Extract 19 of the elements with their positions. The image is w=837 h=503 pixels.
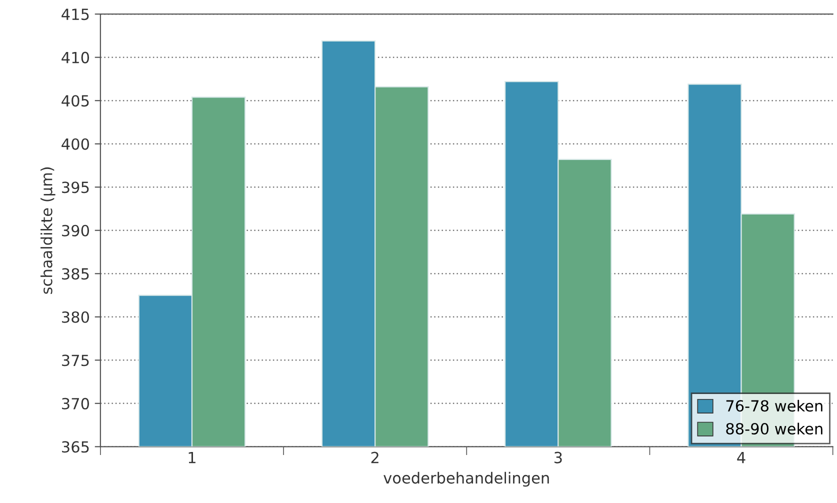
y-tick-label: 405 [62, 95, 89, 107]
y-axis-title: schaaldikte (µm) [40, 167, 56, 294]
x-tick-label: 3 [554, 452, 562, 464]
y-tick-label: 380 [62, 311, 90, 323]
legend-label: 88-90 weken [726, 422, 822, 435]
y-tick-label: 385 [62, 268, 89, 280]
y-tick-label: 400 [62, 138, 90, 150]
y-tick-label: 390 [62, 224, 90, 236]
y-tick-label: 395 [62, 182, 89, 194]
y-tick-label: 410 [62, 52, 90, 64]
x-tick-label: 2 [371, 452, 378, 464]
x-axis-title: voederbehandelingen [384, 472, 549, 487]
legend-label: 76-78 weken [726, 400, 822, 412]
x-tick-label: 1 [188, 452, 196, 464]
y-tick-label: 365 [62, 441, 89, 453]
y-tick-label: 375 [62, 354, 89, 366]
y-tick-label: 370 [62, 398, 90, 410]
x-tick-label: 4 [737, 452, 746, 464]
y-tick-label: 415 [62, 8, 89, 20]
